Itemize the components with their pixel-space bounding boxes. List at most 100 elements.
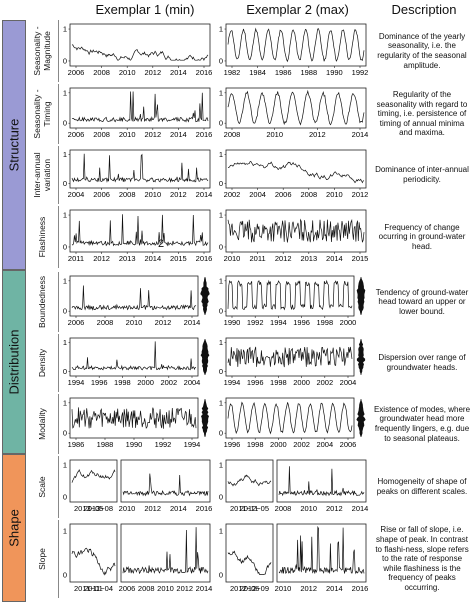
- row-label-modality: Modality: [26, 394, 59, 454]
- series-line: [227, 89, 365, 126]
- x-tick-label: 2004: [316, 440, 333, 449]
- y-tick-label: 0: [63, 179, 67, 188]
- x-tick-label: 2010: [126, 318, 143, 327]
- row-label-flashiness: Flashiness: [26, 206, 59, 268]
- group-band-shape: Shape: [2, 454, 26, 602]
- x-tick-label: 2012: [155, 318, 172, 327]
- series-line: [227, 401, 353, 435]
- row-label-text: Scale: [37, 476, 47, 498]
- x-tick-label: 1984: [249, 68, 266, 77]
- x-tick-label: 1998: [247, 440, 264, 449]
- series-line: [71, 91, 209, 123]
- row-description-seasonality-timing: Regularity of the seasonality with regar…: [376, 90, 468, 138]
- x-tick-label: 2016: [352, 584, 369, 593]
- y-tick-label: 1: [63, 461, 67, 470]
- row-label-text: Density: [37, 348, 47, 378]
- x-tick-label: 2016: [196, 254, 213, 263]
- x-tick-label: 2014: [326, 254, 343, 263]
- x-tick-label: 2014: [196, 584, 213, 593]
- x-tick-label: 1982: [224, 68, 241, 77]
- x-tick-label: 1990: [224, 318, 241, 327]
- row-label-slope: Slope: [26, 520, 59, 598]
- series-line: [71, 214, 209, 247]
- series-line: [227, 279, 353, 311]
- x-tick-label: 2012: [326, 504, 343, 513]
- plot-frame: [276, 459, 367, 503]
- x-tick-label: 2016: [196, 504, 213, 513]
- series-line: [71, 341, 197, 371]
- x-tick-label: 2010: [144, 190, 161, 199]
- y-tick-label: 1: [219, 25, 223, 34]
- x-tick-label: 2008: [138, 584, 155, 593]
- plot-frame: [225, 23, 367, 67]
- x-tick-label: 2004: [184, 378, 201, 387]
- y-tick-label: 0: [219, 307, 223, 316]
- x-tick-label: 2013−05: [74, 504, 103, 513]
- x-tick-label: 2008: [300, 190, 317, 199]
- x-tick-label: 2012: [144, 130, 161, 139]
- plot-frame: [69, 209, 211, 253]
- plot-frame: [120, 459, 211, 503]
- plot-frame: [69, 23, 211, 67]
- x-tick-label: 2010: [224, 254, 241, 263]
- flashiness-annotation: 2: [158, 238, 165, 250]
- group-label: Shape: [6, 509, 22, 547]
- x-tick-label: 2006: [275, 190, 292, 199]
- x-tick-label: 2006: [68, 130, 85, 139]
- header-description: Description: [391, 2, 457, 17]
- x-tick-label: 2011: [250, 254, 266, 263]
- x-tick-label: 2011: [68, 254, 84, 263]
- x-tick-label: 1986: [275, 68, 292, 77]
- violin-shape: [356, 399, 366, 437]
- x-tick-label: 2008: [224, 130, 241, 139]
- x-tick-label: 2010: [119, 504, 136, 513]
- y-tick-label: 0: [63, 242, 67, 251]
- y-tick-label: 1: [63, 276, 67, 285]
- plot-frame: [225, 523, 274, 583]
- row-label-boundedness: Boundedness: [26, 272, 59, 332]
- density-violin: [200, 277, 210, 315]
- x-tick-label: 2013: [300, 254, 317, 263]
- plot-frame: [69, 523, 118, 583]
- x-tick-label: 2010: [157, 584, 174, 593]
- group-label: Distribution: [6, 329, 22, 395]
- y-tick-label: 1: [63, 526, 67, 535]
- x-tick-label: 1996: [293, 318, 310, 327]
- y-tick-label: 0: [63, 367, 67, 376]
- x-tick-label: 2006: [68, 318, 85, 327]
- row-label-text: Boundedness: [37, 276, 47, 328]
- y-tick-label: 0: [63, 492, 67, 501]
- x-tick-label: 2016: [196, 68, 213, 77]
- x-tick-label: 1988: [97, 440, 114, 449]
- x-tick-label: 2002: [316, 378, 333, 387]
- x-tick-label: 2006: [119, 584, 136, 593]
- x-tick-label: 2010: [300, 504, 317, 513]
- y-tick-label: 0: [219, 571, 223, 580]
- x-tick-label: 2010: [266, 130, 283, 139]
- plot-frame: [225, 275, 355, 317]
- x-tick-label: 2014: [326, 584, 343, 593]
- x-tick-label: 1994: [68, 378, 85, 387]
- header-exemplar-1: Exemplar 1 (min): [95, 2, 195, 17]
- x-tick-label: 2010: [119, 130, 136, 139]
- x-tick-label: 2014: [144, 254, 161, 263]
- y-tick-label: 1: [63, 25, 67, 34]
- series-line: [227, 160, 365, 184]
- density-violin: [356, 277, 366, 315]
- plot-frame: [225, 209, 367, 253]
- y-tick-label: 1: [63, 398, 67, 407]
- x-tick-label: 2014: [170, 130, 187, 139]
- x-tick-label: 2004: [68, 190, 85, 199]
- x-tick-label: 1996: [247, 378, 264, 387]
- x-tick-label: 1986: [68, 440, 85, 449]
- series-line: [278, 466, 365, 497]
- x-tick-label: 2010: [119, 68, 136, 77]
- series-line: [227, 346, 353, 368]
